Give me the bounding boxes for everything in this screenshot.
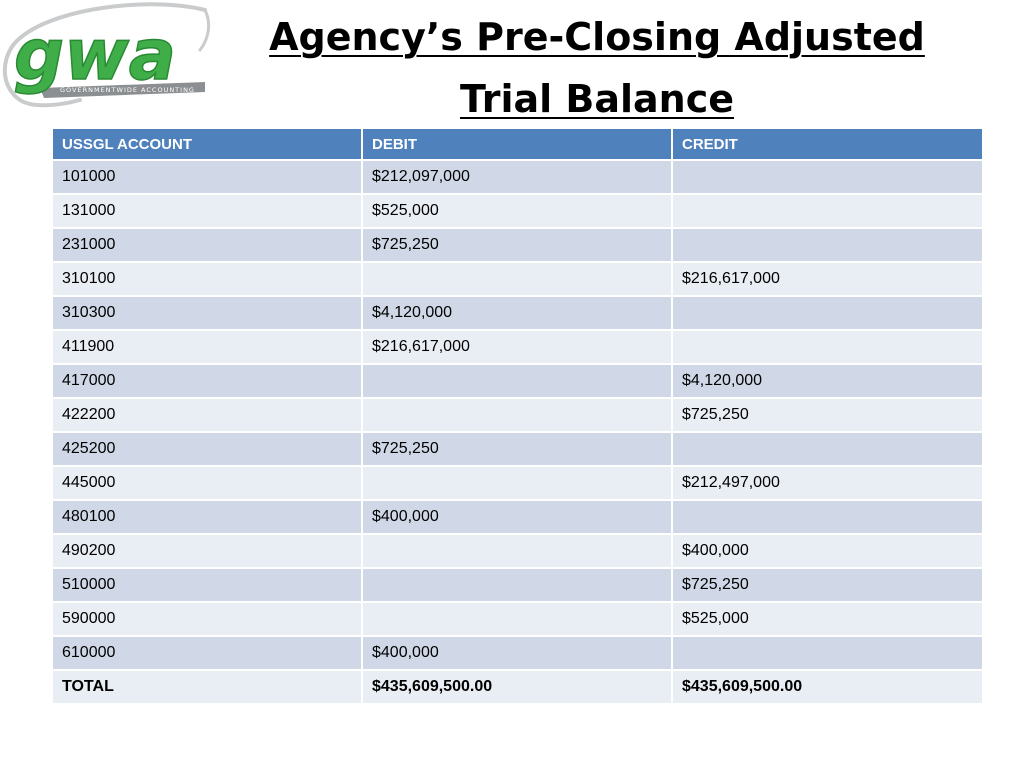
debit-cell bbox=[361, 397, 673, 433]
account-cell: 417000 bbox=[51, 363, 363, 399]
debit-cell: $525,000 bbox=[361, 193, 673, 229]
credit-cell bbox=[671, 499, 984, 535]
total-credit: $435,609,500.00 bbox=[671, 669, 984, 705]
debit-cell bbox=[361, 465, 673, 501]
account-cell: 425200 bbox=[51, 431, 363, 467]
debit-cell bbox=[361, 261, 673, 297]
account-cell: 510000 bbox=[51, 567, 363, 603]
table-row: 480100 $400,000 bbox=[51, 499, 984, 535]
page-title: Agency’s Pre-Closing Adjusted Trial Bala… bbox=[222, 6, 972, 130]
table-row: 425200 $725,250 bbox=[51, 431, 984, 467]
title-line-2: Trial Balance bbox=[459, 77, 735, 121]
credit-cell: $212,497,000 bbox=[671, 465, 984, 501]
account-cell: 490200 bbox=[51, 533, 363, 569]
credit-cell: $725,250 bbox=[671, 567, 984, 603]
table-row: 490200 $400,000 bbox=[51, 533, 984, 569]
account-cell: 422200 bbox=[51, 397, 363, 433]
total-label: TOTAL bbox=[51, 669, 363, 705]
table-header-row: USSGL ACCOUNT DEBIT CREDIT bbox=[51, 127, 984, 161]
header-account: USSGL ACCOUNT bbox=[51, 127, 363, 161]
credit-cell: $216,617,000 bbox=[671, 261, 984, 297]
table-row: 411900 $216,617,000 bbox=[51, 329, 984, 365]
debit-cell bbox=[361, 601, 673, 637]
account-cell: 101000 bbox=[51, 159, 363, 195]
title-line-1: Agency’s Pre-Closing Adjusted bbox=[269, 15, 925, 59]
credit-cell bbox=[671, 159, 984, 195]
logo-wordmark: gwa bbox=[14, 14, 176, 96]
gwa-logo-graphic: gwa GOVERNMENTWIDE ACCOUNTING bbox=[2, 2, 211, 108]
account-cell: 231000 bbox=[51, 227, 363, 263]
trial-balance-table: USSGL ACCOUNT DEBIT CREDIT 101000 $212,0… bbox=[51, 127, 984, 705]
credit-cell: $4,120,000 bbox=[671, 363, 984, 399]
credit-cell bbox=[671, 193, 984, 229]
table-row: 445000 $212,497,000 bbox=[51, 465, 984, 501]
debit-cell: $400,000 bbox=[361, 499, 673, 535]
credit-cell: $400,000 bbox=[671, 533, 984, 569]
debit-cell: $725,250 bbox=[361, 431, 673, 467]
account-cell: 610000 bbox=[51, 635, 363, 671]
debit-cell: $400,000 bbox=[361, 635, 673, 671]
credit-cell bbox=[671, 431, 984, 467]
table-row: 590000 $525,000 bbox=[51, 601, 984, 637]
credit-cell bbox=[671, 635, 984, 671]
account-cell: 445000 bbox=[51, 465, 363, 501]
debit-cell: $725,250 bbox=[361, 227, 673, 263]
credit-cell bbox=[671, 227, 984, 263]
table-row: 310100 $216,617,000 bbox=[51, 261, 984, 297]
table-row: 422200 $725,250 bbox=[51, 397, 984, 433]
table-row: 231000 $725,250 bbox=[51, 227, 984, 263]
debit-cell: $216,617,000 bbox=[361, 329, 673, 365]
account-cell: 131000 bbox=[51, 193, 363, 229]
credit-cell bbox=[671, 329, 984, 365]
header-debit: DEBIT bbox=[361, 127, 673, 161]
header-credit: CREDIT bbox=[671, 127, 984, 161]
account-cell: 411900 bbox=[51, 329, 363, 365]
account-cell: 480100 bbox=[51, 499, 363, 535]
debit-cell: $212,097,000 bbox=[361, 159, 673, 195]
account-cell: 310300 bbox=[51, 295, 363, 331]
credit-cell bbox=[671, 295, 984, 331]
logo-tagline: GOVERNMENTWIDE ACCOUNTING bbox=[60, 86, 195, 94]
table-row: 310300 $4,120,000 bbox=[51, 295, 984, 331]
table-row: 610000 $400,000 bbox=[51, 635, 984, 671]
debit-cell bbox=[361, 567, 673, 603]
table-row: 101000 $212,097,000 bbox=[51, 159, 984, 195]
debit-cell bbox=[361, 363, 673, 399]
account-cell: 590000 bbox=[51, 601, 363, 637]
gwa-logo: gwa GOVERNMENTWIDE ACCOUNTING bbox=[0, 0, 215, 112]
table-row: 131000 $525,000 bbox=[51, 193, 984, 229]
total-debit: $435,609,500.00 bbox=[361, 669, 673, 705]
account-cell: 310100 bbox=[51, 261, 363, 297]
debit-cell bbox=[361, 533, 673, 569]
debit-cell: $4,120,000 bbox=[361, 295, 673, 331]
credit-cell: $525,000 bbox=[671, 601, 984, 637]
table-row: 510000 $725,250 bbox=[51, 567, 984, 603]
credit-cell: $725,250 bbox=[671, 397, 984, 433]
total-row: TOTAL $435,609,500.00 $435,609,500.00 bbox=[51, 669, 984, 705]
table-row: 417000 $4,120,000 bbox=[51, 363, 984, 399]
